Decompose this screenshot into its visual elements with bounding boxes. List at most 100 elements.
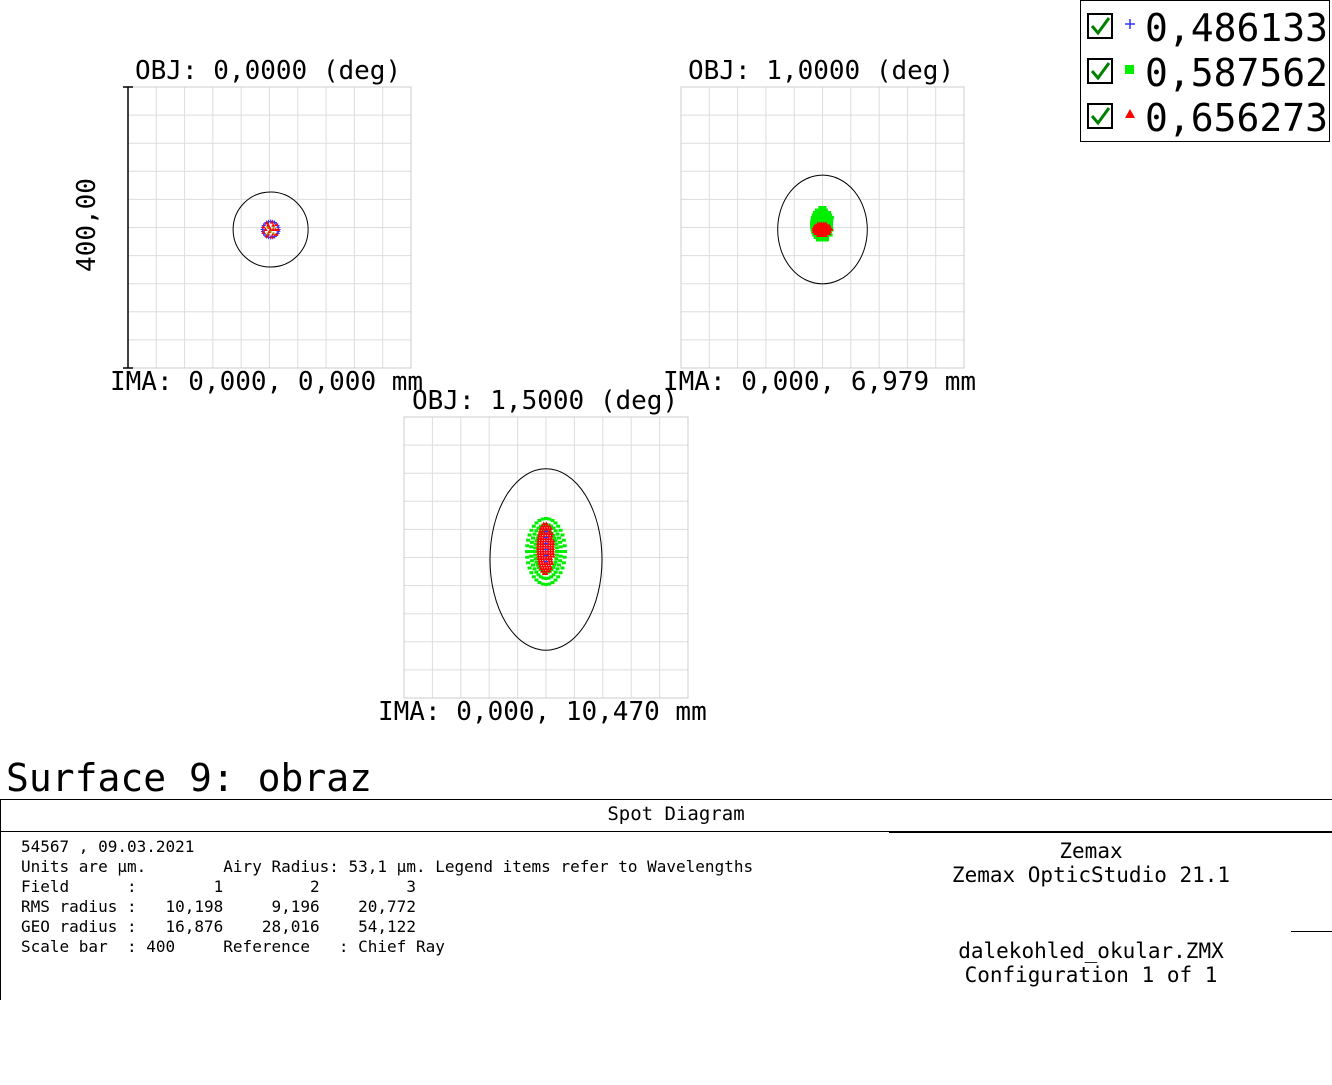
spot-point-wl2	[531, 575, 536, 579]
spot-point-wl2	[817, 211, 821, 214]
spot-point-wl3	[269, 234, 274, 239]
spot-point-wl2	[533, 546, 538, 550]
plot1-title: OBJ: 0,0000 (deg)	[135, 56, 402, 86]
spot-point-wl2	[810, 221, 814, 224]
spot-point-wl2	[816, 236, 820, 239]
spot-point-wl2	[817, 221, 821, 224]
spot-point-wl2	[828, 216, 832, 219]
spot-point-wl2	[558, 559, 563, 563]
spot-point-wl3	[551, 539, 556, 543]
spot-point-wl3	[549, 531, 554, 535]
spot-point-wl2	[551, 573, 556, 577]
spot-point-wl3	[548, 526, 553, 530]
spot-point-wl2	[830, 223, 834, 227]
spot-point-wl2	[266, 226, 269, 229]
spot-point-wl2	[534, 578, 539, 582]
spot-point-wl3	[823, 233, 828, 237]
info-header-title: Spot Diagram	[607, 803, 745, 825]
info-line-geo: GEO radius : 16,876 28,016 54,122	[21, 917, 416, 936]
spot-point-wl3	[261, 230, 266, 234]
spot-point-wl2	[830, 221, 834, 224]
spot-point-wl2	[822, 218, 826, 222]
info-divider-short	[1291, 931, 1332, 933]
spot-point-wl2	[558, 540, 563, 544]
info-line-field: Field : 1 2 3	[21, 877, 416, 896]
legend-item-2[interactable]: 0,587562	[1081, 50, 1331, 94]
spot-point-wl2	[532, 567, 537, 571]
spot-point-wl2	[818, 206, 822, 209]
spot-point-wl2	[827, 211, 831, 214]
spot-point-wl2	[550, 581, 555, 585]
spot-point-wl2	[544, 577, 548, 580]
spot-point-wl3	[274, 232, 279, 236]
checkbox-checked-icon[interactable]	[1087, 58, 1113, 84]
legend-label: 0,486133	[1145, 6, 1329, 50]
spot-point-wl2	[554, 557, 559, 561]
spot-point-wl3	[544, 571, 549, 575]
spot-point-wl2	[553, 539, 558, 543]
spot-point-wl2	[533, 550, 537, 553]
checkbox-checked-icon[interactable]	[1087, 103, 1113, 129]
spot-point-wl2	[562, 555, 567, 559]
spot-point-wl2	[830, 226, 834, 229]
spot-point-wl2	[554, 542, 559, 546]
spot-point-wl2	[540, 582, 545, 586]
checkbox-checked-icon[interactable]	[1087, 13, 1113, 39]
spot-point-wl3	[551, 551, 556, 555]
spot-point-wl3	[551, 541, 556, 545]
spot-point-wl3	[551, 549, 556, 553]
spot-point-wl2	[544, 517, 548, 520]
spot-point-wl2	[561, 538, 566, 542]
spot-point-wl2	[554, 546, 559, 550]
spot-point-wl2	[529, 554, 534, 558]
spot-point-wl2	[824, 208, 828, 212]
spot-point-wl3	[544, 521, 549, 525]
spot-point-wl2	[526, 561, 531, 565]
spot-point-wl3	[266, 223, 271, 227]
spot-point-wl2	[817, 208, 821, 212]
spot-point-wl2	[825, 221, 829, 224]
spot-point-wl2	[827, 218, 831, 222]
spot-point-wl2	[529, 540, 534, 544]
spot-point-wl2	[553, 570, 558, 574]
spot-point-wl2	[536, 566, 541, 570]
spot-point-wl2	[814, 213, 818, 217]
spot-point-wl2	[814, 208, 818, 212]
spot-point-wl2	[534, 529, 539, 533]
spot-point-wl2	[812, 218, 816, 222]
spot-point-wl2	[561, 561, 566, 565]
spot-point-wl2	[552, 563, 557, 567]
spot-point-wl2	[823, 216, 827, 219]
legend-item-1[interactable]: 0,486133	[1081, 5, 1331, 49]
spot-point-wl2	[531, 563, 536, 567]
spot-point-wl2	[813, 236, 817, 239]
spot-point-wl2	[533, 553, 538, 557]
spot-point-wl2	[559, 550, 563, 553]
spot-point-wl2	[532, 532, 537, 536]
spot-point-wl2	[531, 524, 536, 528]
spot-point-wl2	[820, 206, 824, 209]
spot-point-wl2	[556, 524, 561, 528]
airy-disk	[489, 468, 603, 651]
legend-item-3[interactable]: 0,656273	[1081, 95, 1331, 139]
surface-title: Surface 9: obraz	[6, 756, 373, 800]
configuration-label: Configuration 1 of 1	[964, 963, 1218, 987]
spot-point-wl2	[812, 211, 816, 214]
spot-point-wl3	[547, 524, 552, 528]
spot-point-wl2	[553, 578, 558, 582]
file-name: dalekohled_okular.ZMX	[958, 939, 1224, 963]
plot3-xlabel: IMA: 0,000, 10,470 mm	[378, 697, 707, 727]
info-line-units: Units are µm. Airy Radius: 53,1 µm. Lege…	[21, 857, 754, 876]
spot-point-wl2	[529, 559, 534, 563]
airy-disk	[777, 174, 868, 285]
spot-point-wl2	[549, 575, 554, 579]
spot-point-wl2	[820, 218, 824, 222]
spot-point-wl2	[531, 536, 536, 540]
spot-point-wl2	[558, 571, 563, 575]
spot-point-wl2	[810, 223, 814, 227]
spot-point-wl3	[829, 227, 834, 231]
spot-point-wl2	[556, 575, 561, 579]
spot-point-wl1	[544, 553, 548, 558]
legend-label: 0,587562	[1145, 51, 1329, 95]
spot-point-wl2	[546, 523, 551, 527]
